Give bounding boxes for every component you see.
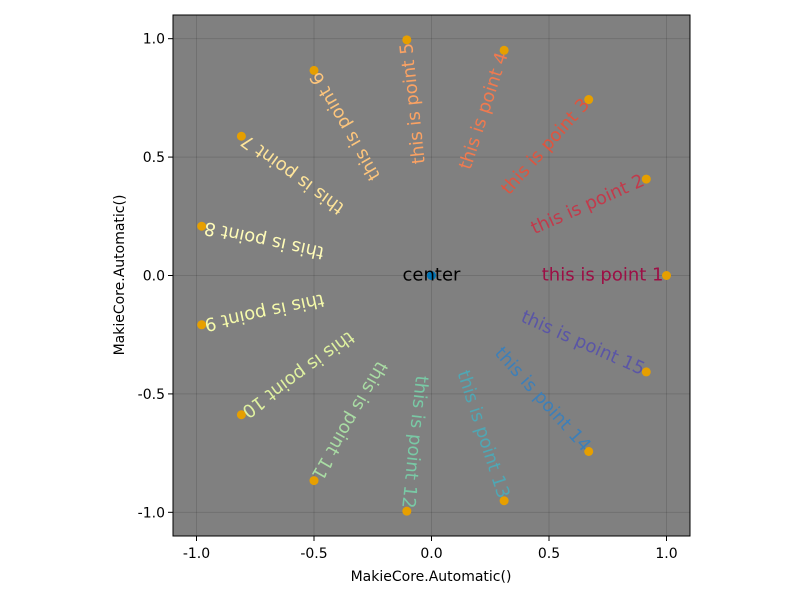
y-tick-label: -0.5 [138, 387, 165, 403]
data-point [236, 410, 246, 420]
x-tick-label: -0.5 [300, 546, 327, 562]
plot-frame [172, 14, 691, 537]
x-tick-label: -1.0 [183, 546, 210, 562]
x-tick-label: 0.0 [420, 546, 442, 562]
data-point [236, 131, 246, 141]
axis-ticks [168, 38, 667, 541]
data-point [641, 174, 651, 184]
data-point [309, 65, 319, 75]
point-label: this is point 1 [542, 265, 664, 286]
data-point [197, 320, 207, 330]
data-point [584, 95, 594, 105]
y-tick-label: 0.5 [143, 150, 165, 166]
data-point [402, 35, 412, 45]
center-point [427, 271, 436, 280]
y-axis-label: MakieCore.Automatic() [112, 195, 128, 356]
tick-labels: -1.0 -0.5 0.0 0.5 1.0 -1.0 -0.5 0.0 0.5 1.0 [138, 32, 678, 562]
y-tick-label: 1.0 [143, 32, 165, 48]
y-tick-label: -1.0 [138, 505, 165, 521]
data-point [499, 496, 509, 506]
y-tick-label: 0.0 [143, 269, 165, 285]
x-axis-label: MakieCore.Automatic() [351, 569, 512, 585]
x-tick-label: 0.5 [538, 546, 560, 562]
data-point [662, 271, 671, 280]
center-label: center [403, 265, 462, 286]
data-point [309, 476, 319, 486]
data-point [197, 221, 207, 231]
data-point [584, 446, 594, 456]
data-point [402, 506, 412, 516]
data-points [197, 35, 671, 516]
data-point [641, 367, 651, 377]
data-point [499, 45, 509, 55]
x-tick-label: 1.0 [655, 546, 677, 562]
